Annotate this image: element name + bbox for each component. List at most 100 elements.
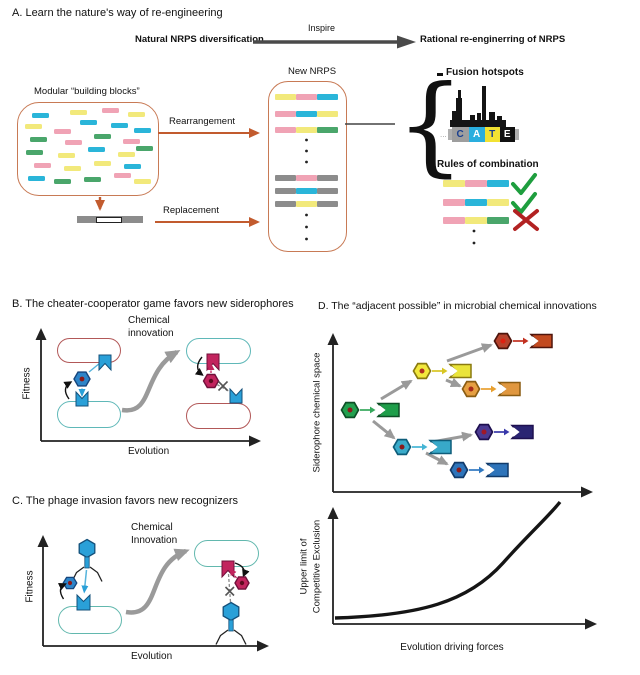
building-block-bar [102, 108, 119, 113]
iron-dot [347, 407, 353, 413]
phage-legs [71, 566, 103, 582]
building-block-bar [64, 166, 81, 171]
building-block-bar [88, 147, 105, 152]
module-segment [317, 201, 338, 207]
iron-dot [208, 378, 214, 384]
cate-letter-a: A [468, 127, 485, 142]
c-host-cell [58, 606, 122, 634]
panel-a-title: A. Learn the nature's way of re-engineer… [12, 7, 223, 19]
b-annotation-line2: innovation [128, 328, 174, 339]
replacement-label: Replacement [163, 205, 219, 216]
module-segment [317, 175, 338, 181]
check-icon [511, 173, 537, 195]
phage-head-icon [222, 601, 240, 622]
module-segment [275, 111, 296, 117]
iron-dot [419, 368, 425, 374]
module-segment [443, 180, 465, 187]
module-segment [317, 127, 338, 133]
building-block-bar [28, 176, 45, 181]
d-ylabel-bottom: Upper limit of Competitive Exclusion [299, 497, 324, 637]
building-block-bar [114, 173, 131, 178]
module-segment [275, 127, 296, 133]
fusion-hotspots-label: Fusion hotspots [446, 67, 524, 78]
d-ylabel-bottom-line1: Upper limit of [298, 538, 310, 595]
adjacency-arrow [445, 377, 462, 388]
c-left-interaction [57, 538, 103, 611]
uptake-curved-arrow [57, 582, 67, 600]
c-xlabel: Evolution [131, 651, 173, 662]
module-segment [296, 94, 317, 100]
new-siderophore-hexagon-icon [202, 373, 220, 389]
flow-left-label: Natural NRPS diversification [135, 34, 264, 45]
adjacency-arrow [431, 431, 473, 444]
c-host-cell-evolved [194, 540, 259, 567]
siderophore-hexagon [493, 332, 513, 350]
inspire-label: Inspire [308, 23, 336, 33]
module-segment [275, 201, 296, 207]
c-ylabel: Fitness [24, 570, 36, 603]
siderophore-hexagon [474, 423, 494, 441]
siderophore-hexagon [461, 380, 481, 398]
panel-c-title: C. The phage invasion favors new recogni… [12, 495, 239, 507]
new-nrps-label: New NRPS [288, 66, 337, 77]
building-block-bar [65, 140, 82, 145]
c-chemical-innovation-arrow [125, 548, 190, 615]
module-segment [275, 188, 296, 194]
building-block-bar [32, 113, 49, 118]
module-segment [275, 94, 296, 100]
recognizer-flag [529, 333, 553, 349]
panel-b-title: B. The cheater-cooperator game favors ne… [12, 298, 294, 310]
module-segment [465, 199, 487, 206]
phage-head-icon [78, 538, 96, 559]
b-xlabel: Evolution [128, 446, 170, 457]
module-segment [465, 180, 487, 187]
building-block-bar [136, 146, 153, 151]
module-segment [317, 188, 338, 194]
recognizer-flag [485, 462, 509, 478]
c-annotation-line2: Innovation [131, 535, 178, 546]
rearrangement-label: Rearrangement [169, 116, 236, 127]
module-segment [487, 199, 509, 206]
adjacency-arrow [372, 419, 396, 440]
b-ylabel: Fitness [21, 367, 33, 400]
phage-legs [215, 629, 247, 645]
building-block-bar [94, 161, 111, 166]
competitive-exclusion-curve [334, 500, 562, 620]
flag-chevron [531, 336, 539, 346]
b-cooperator-cell-evolved [186, 338, 251, 364]
iron-dot [399, 444, 405, 450]
new-siderophore-hexagon-icon [234, 576, 250, 590]
d-top-axes [327, 333, 593, 498]
flow-right-label: Rational re-enginerring of NRPS [420, 34, 566, 45]
iron-dot [456, 467, 462, 473]
siderophore-hexagon-icon [62, 576, 78, 590]
building-block-bar [34, 163, 51, 168]
module-segment [465, 217, 487, 224]
pair-arrowhead [491, 385, 497, 393]
building-block-bar [84, 177, 101, 182]
phage-tail [228, 619, 234, 632]
iron-dot [481, 429, 487, 435]
flag-chevron [487, 465, 495, 475]
rules-label: Rules of combination [437, 159, 539, 170]
building-block-bar [134, 179, 151, 184]
building-block-bar [54, 179, 71, 184]
siderophore-hexagon [449, 461, 469, 479]
cate-endcap [447, 129, 452, 140]
pair-arrowhead [479, 466, 485, 474]
pair-arrowhead [422, 443, 428, 451]
check-icon [511, 192, 537, 214]
b-annotation-line1: Chemical [128, 315, 170, 326]
flag-chevron [430, 442, 438, 452]
building-block-bar [94, 134, 111, 139]
module-segment [296, 188, 317, 194]
recognizer-flag [510, 424, 534, 440]
module-segment [275, 175, 296, 181]
module-segment [487, 217, 509, 224]
module-segment [317, 111, 338, 117]
module-segment [317, 94, 338, 100]
pair-arrowhead [523, 337, 529, 345]
iron-dot [468, 386, 474, 392]
building-block-bar [118, 152, 135, 157]
